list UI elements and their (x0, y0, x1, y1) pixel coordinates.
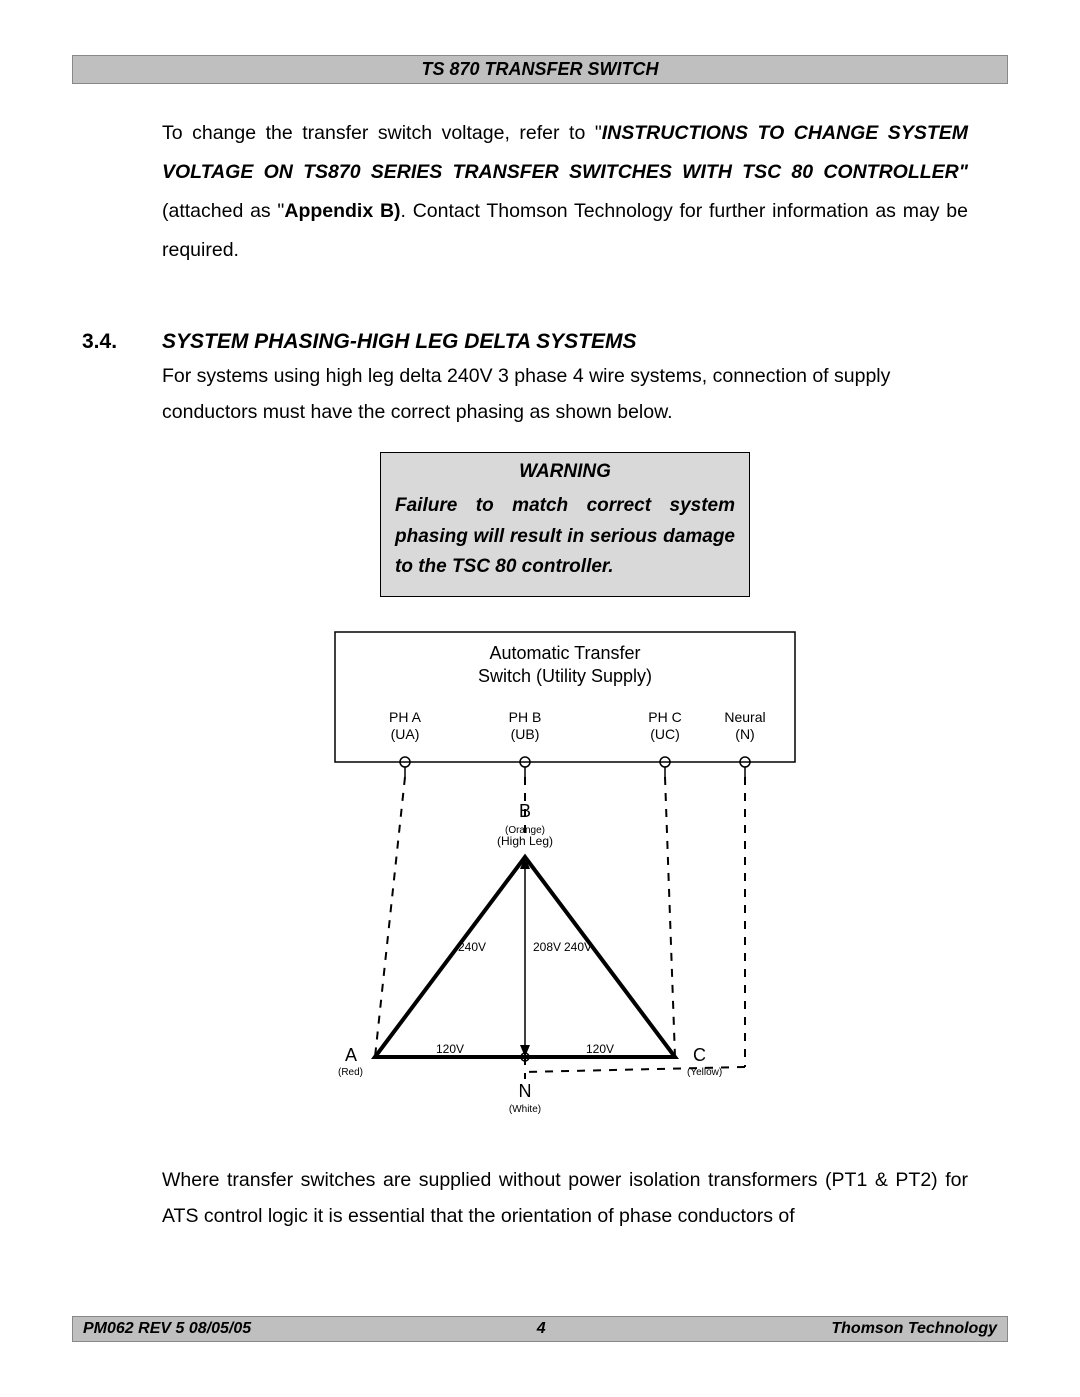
intro-pre: To change the transfer switch voltage, r… (162, 122, 602, 144)
svg-text:(White): (White) (509, 1104, 541, 1115)
svg-text:PH A: PH A (389, 709, 422, 725)
svg-text:B: B (519, 801, 531, 821)
section-heading-row: 3.4. SYSTEM PHASING-HIGH LEG DELTA SYSTE… (82, 330, 968, 354)
svg-text:PH B: PH B (509, 709, 542, 725)
svg-text:240V: 240V (458, 940, 486, 954)
svg-text:(Yellow): (Yellow) (687, 1067, 722, 1078)
warning-body: Failure to match correct system phasing … (395, 491, 735, 582)
intro-appendix: Appendix B) (284, 200, 400, 222)
footer-left: PM062 REV 5 08/05/05 (83, 1320, 251, 1338)
svg-text:Neural: Neural (724, 709, 765, 725)
svg-text:C: C (693, 1045, 706, 1065)
header-title: TS 870 TRANSFER SWITCH (421, 59, 658, 79)
section-number: 3.4. (82, 330, 162, 354)
intro-paragraph: To change the transfer switch voltage, r… (162, 114, 968, 270)
footer-right: Thomson Technology (831, 1320, 997, 1338)
svg-text:(UA): (UA) (391, 726, 420, 742)
svg-text:240V: 240V (564, 940, 592, 954)
svg-text:N: N (519, 1081, 532, 1101)
svg-text:Switch (Utility Supply): Switch (Utility Supply) (478, 666, 652, 686)
warning-box: WARNING Failure to match correct system … (380, 452, 750, 597)
svg-text:(High Leg): (High Leg) (497, 834, 553, 848)
svg-text:Automatic Transfer: Automatic Transfer (489, 643, 640, 663)
svg-text:(UC): (UC) (650, 726, 680, 742)
warning-title: WARNING (395, 461, 735, 483)
svg-text:120V: 120V (586, 1042, 614, 1056)
header-band: TS 870 TRANSFER SWITCH (72, 55, 1008, 84)
svg-text:(UB): (UB) (511, 726, 540, 742)
delta-diagram: Automatic Transfer Switch (Utility Supply… (315, 627, 815, 1132)
svg-text:208V: 208V (533, 940, 561, 954)
svg-text:PH C: PH C (648, 709, 681, 725)
svg-text:(Red): (Red) (338, 1067, 363, 1078)
footer-page-number: 4 (251, 1320, 831, 1338)
svg-text:(N): (N) (735, 726, 754, 742)
svg-text:120V: 120V (436, 1042, 464, 1056)
footer-band: PM062 REV 5 08/05/05 4 Thomson Technolog… (72, 1316, 1008, 1342)
svg-text:A: A (345, 1045, 357, 1065)
section-title: SYSTEM PHASING-HIGH LEG DELTA SYSTEMS (162, 330, 636, 354)
intro-mid: (attached as " (162, 200, 284, 222)
section-body: For systems using high leg delta 240V 3 … (162, 358, 968, 430)
closing-paragraph: Where transfer switches are supplied wit… (162, 1162, 968, 1234)
